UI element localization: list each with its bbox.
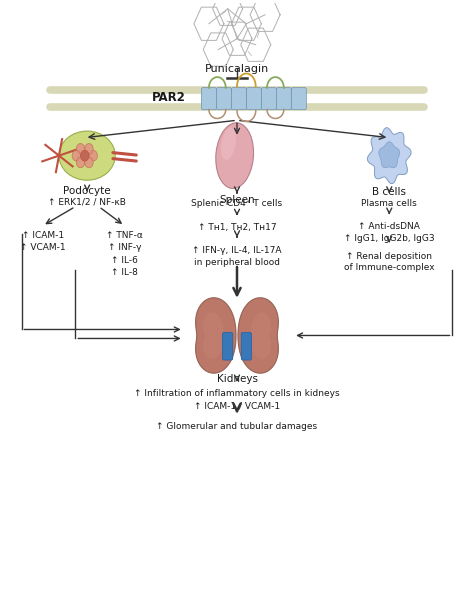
Text: ↑ ERK1/2 / NF-κB: ↑ ERK1/2 / NF-κB: [48, 198, 126, 206]
FancyBboxPatch shape: [276, 88, 292, 110]
Polygon shape: [379, 142, 400, 168]
FancyBboxPatch shape: [217, 88, 231, 110]
Text: ↑ ICAM-1
↑ VCAM-1: ↑ ICAM-1 ↑ VCAM-1: [20, 231, 65, 252]
Ellipse shape: [221, 128, 236, 160]
Text: ↑ Renal deposition
of Immune-complex: ↑ Renal deposition of Immune-complex: [344, 252, 435, 272]
Polygon shape: [203, 312, 223, 359]
Text: Kidneys: Kidneys: [217, 374, 257, 384]
Text: Plasma cells: Plasma cells: [361, 200, 417, 208]
FancyBboxPatch shape: [222, 333, 233, 360]
Circle shape: [81, 150, 89, 161]
Polygon shape: [367, 128, 411, 183]
Text: ↑ Glomerular and tubular damages: ↑ Glomerular and tubular damages: [156, 422, 318, 431]
Ellipse shape: [216, 123, 254, 188]
FancyBboxPatch shape: [261, 88, 276, 110]
FancyBboxPatch shape: [231, 88, 246, 110]
Text: Podocyte: Podocyte: [64, 186, 111, 195]
Circle shape: [76, 157, 85, 168]
Text: B cells: B cells: [372, 187, 406, 197]
Text: ↑ Tʜ1, Tʜ2, Tʜ17: ↑ Tʜ1, Tʜ2, Tʜ17: [198, 223, 276, 232]
FancyBboxPatch shape: [246, 88, 261, 110]
Ellipse shape: [59, 131, 115, 180]
Text: PAR2: PAR2: [152, 91, 186, 104]
Circle shape: [89, 150, 97, 161]
Circle shape: [85, 143, 93, 154]
Circle shape: [72, 150, 81, 161]
Text: Splenic CD4⁺ T cells: Splenic CD4⁺ T cells: [191, 200, 283, 208]
FancyBboxPatch shape: [241, 333, 252, 360]
Text: ↑ IFN-γ, IL-4, IL-17A
in peripheral blood: ↑ IFN-γ, IL-4, IL-17A in peripheral bloo…: [192, 246, 282, 267]
Polygon shape: [251, 312, 271, 359]
Circle shape: [85, 157, 93, 168]
Text: ↑ TNF-α
↑ INF-γ
↑ IL-6
↑ IL-8: ↑ TNF-α ↑ INF-γ ↑ IL-6 ↑ IL-8: [106, 231, 143, 277]
Polygon shape: [238, 298, 278, 373]
FancyBboxPatch shape: [292, 88, 306, 110]
Text: Spleen: Spleen: [219, 195, 255, 204]
Text: Punicalagin: Punicalagin: [205, 64, 269, 74]
Circle shape: [76, 143, 85, 154]
Text: ↑ Infiltration of inflammatory cells in kidneys
↑ ICAM-1 / VCAM-1: ↑ Infiltration of inflammatory cells in …: [134, 389, 340, 410]
Text: ↑ Anti-dsDNA
↑ IgG1, IgG2b, IgG3: ↑ Anti-dsDNA ↑ IgG1, IgG2b, IgG3: [344, 222, 435, 243]
Polygon shape: [196, 298, 236, 373]
FancyBboxPatch shape: [201, 88, 217, 110]
